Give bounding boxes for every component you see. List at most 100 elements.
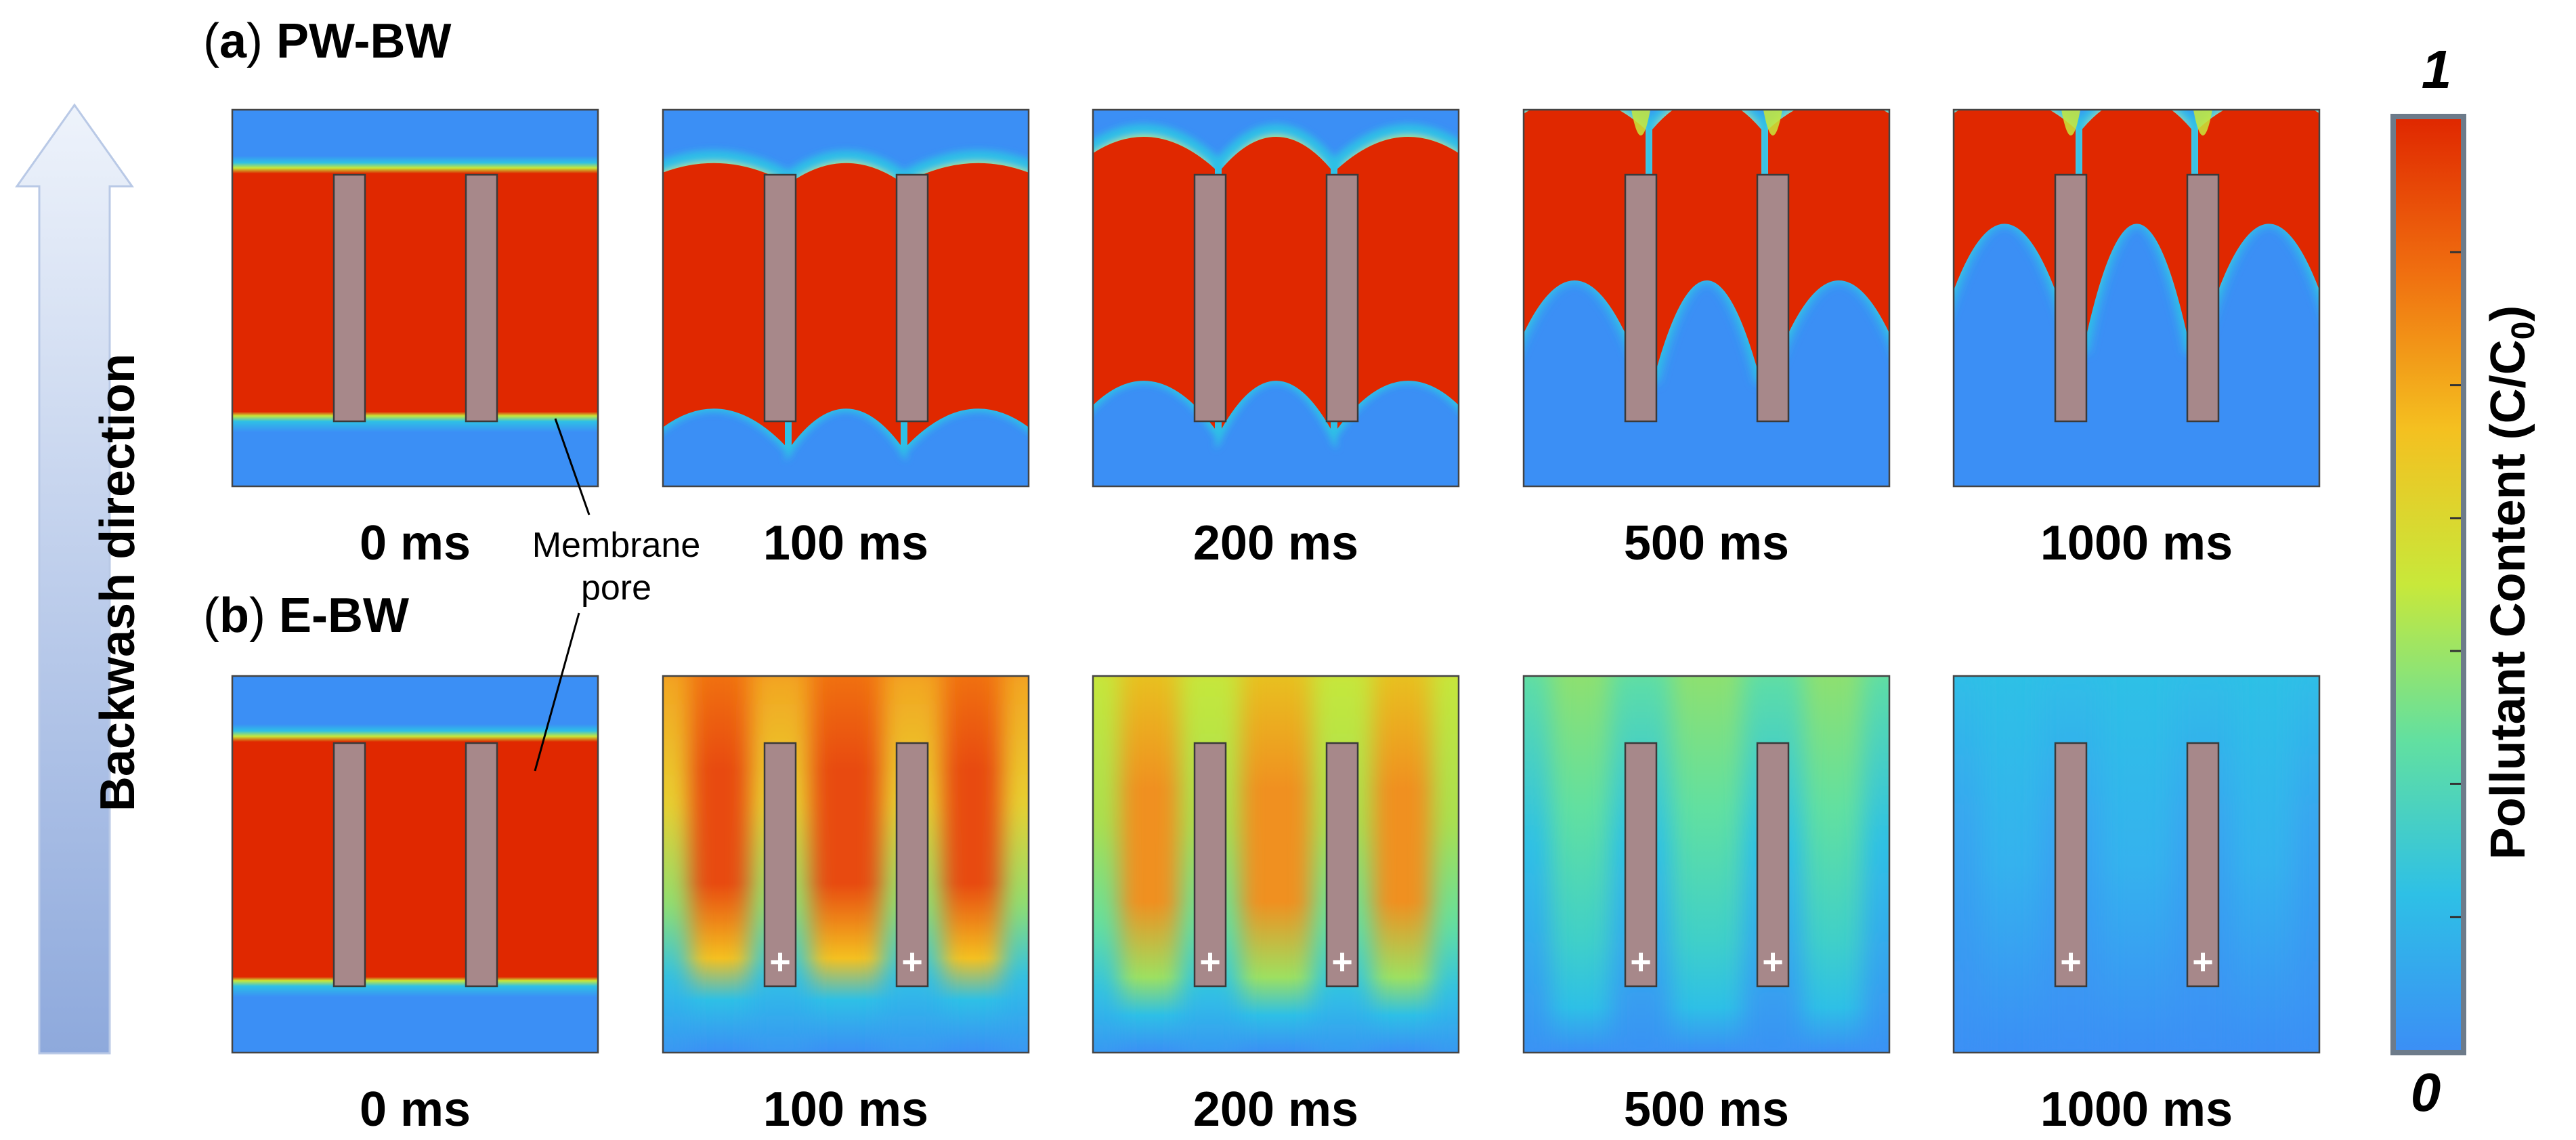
diffuse-column bbox=[1093, 676, 1120, 1053]
time-label: 0 ms bbox=[360, 516, 471, 570]
membrane-pore bbox=[2054, 173, 2088, 423]
membrane-pore bbox=[1756, 742, 1790, 988]
pollutant-lobe bbox=[907, 163, 1029, 446]
panel: 0 ms bbox=[231, 675, 599, 1137]
membrane-pore bbox=[763, 742, 797, 988]
time-label: 200 ms bbox=[1193, 1082, 1358, 1137]
pollutant-lobe bbox=[1093, 137, 1215, 429]
panel-frame bbox=[1092, 108, 1460, 488]
diffuse-field bbox=[1524, 676, 1889, 1053]
pollutant-lobe bbox=[2198, 110, 2319, 354]
panel-frame bbox=[231, 675, 599, 1054]
membrane-pore bbox=[1624, 742, 1658, 988]
electrode-plus-sign: + bbox=[1331, 942, 1353, 982]
membrane-pore bbox=[1624, 173, 1658, 423]
panel-frame bbox=[231, 108, 599, 488]
colorbar-title: Pollutant Content (C/C0) bbox=[2481, 305, 2541, 860]
leader-line-lower bbox=[534, 612, 580, 772]
electrode-plus-sign: + bbox=[1762, 942, 1784, 982]
panel: + +500 ms bbox=[1522, 675, 1891, 1137]
annotation-line2: pore bbox=[581, 568, 651, 608]
pore-wake bbox=[2061, 110, 2080, 135]
membrane-pore bbox=[895, 173, 929, 423]
colorbar: 1 0 Pollutant Content (C/C0) bbox=[2390, 39, 2541, 1122]
electrode-plus-sign: + bbox=[1199, 942, 1221, 982]
panel: 0 ms bbox=[231, 108, 599, 570]
concentration-field bbox=[1524, 676, 1889, 1053]
pore-wake bbox=[2193, 110, 2212, 135]
colorbar-max-label: 1 bbox=[2422, 39, 2452, 100]
membrane-pore bbox=[332, 742, 366, 988]
row-label-a-close: ) bbox=[246, 14, 263, 68]
membrane-pore bbox=[332, 173, 366, 423]
panel-frame bbox=[1092, 675, 1460, 1054]
row-label-b-open: ( bbox=[203, 589, 219, 643]
membrane-pore bbox=[1193, 742, 1227, 988]
membrane-pore bbox=[465, 173, 498, 423]
panel-frame bbox=[1522, 108, 1891, 488]
diffuse-column bbox=[1002, 676, 1029, 1053]
colorbar-min-label: 0 bbox=[2411, 1062, 2441, 1122]
electrode-plus-sign: + bbox=[2060, 942, 2082, 982]
membrane-pore bbox=[2186, 173, 2220, 423]
time-label: 100 ms bbox=[763, 516, 928, 570]
time-label: 100 ms bbox=[763, 1082, 928, 1137]
diffuse-column bbox=[1954, 676, 1981, 1053]
pollutant-lobe bbox=[1222, 136, 1331, 429]
panel: 1000 ms bbox=[1952, 108, 2321, 570]
membrane-pore bbox=[2054, 742, 2088, 988]
arrow-label: Backwash direction bbox=[91, 354, 145, 811]
diffuse-column bbox=[1432, 676, 1459, 1053]
pore-wake bbox=[1631, 110, 1650, 135]
membrane-pore bbox=[1325, 173, 1359, 423]
row-label-a: (a) PW-BW bbox=[203, 14, 452, 68]
row-label-b-close: ) bbox=[249, 589, 265, 643]
svg-text:(a)PW-BW: (a) PW-BW bbox=[203, 14, 452, 68]
panel-grid: 0 ms 100 ms 200 ms 500 ms 1000 ms 0 ms + +100 m… bbox=[231, 108, 2321, 1137]
row-label-b-letter: b bbox=[219, 589, 249, 643]
concentration-field bbox=[663, 676, 1029, 1053]
pollutant-lobe bbox=[2082, 110, 2191, 354]
membrane-pore bbox=[2186, 742, 2220, 988]
arrow-shape bbox=[15, 103, 134, 1055]
leader-line-upper bbox=[554, 418, 591, 515]
annotation-line1: Membrane bbox=[532, 526, 701, 565]
time-label: 200 ms bbox=[1193, 516, 1358, 570]
row-label-b-name: E-BW bbox=[279, 589, 409, 643]
diffuse-field bbox=[1093, 676, 1459, 1053]
concentration-field bbox=[1524, 110, 1889, 486]
concentration-field bbox=[232, 676, 598, 1053]
concentration-field bbox=[663, 110, 1029, 486]
panel-frame bbox=[1522, 675, 1891, 1054]
svg-text:(b)E-BW: (b) E-BW bbox=[203, 589, 409, 643]
membrane-pore bbox=[1193, 173, 1227, 423]
row-label-a-name: PW-BW bbox=[276, 14, 452, 68]
pollutant-band bbox=[232, 724, 598, 997]
membrane-pore bbox=[1756, 173, 1790, 423]
pollutant-lobe bbox=[792, 163, 901, 446]
diffuse-field bbox=[663, 676, 1029, 1053]
panel-frame bbox=[662, 108, 1030, 488]
pollutant-band bbox=[232, 156, 598, 432]
colorbar-ticks bbox=[2450, 251, 2461, 919]
time-label: 1000 ms bbox=[2040, 1082, 2233, 1137]
electrode-plus-sign: + bbox=[2192, 942, 2214, 982]
panel: + +100 ms bbox=[662, 675, 1030, 1137]
diffuse-column bbox=[663, 676, 690, 1053]
membrane-pore bbox=[895, 742, 929, 988]
panel: 500 ms bbox=[1522, 108, 1891, 570]
concentration-field bbox=[1093, 676, 1459, 1053]
panel-frame bbox=[1952, 675, 2321, 1054]
time-label: 0 ms bbox=[360, 1082, 471, 1137]
electrode-plus-sign: + bbox=[901, 942, 923, 982]
colorbar-title-end: ) bbox=[2481, 305, 2535, 322]
panel: 200 ms bbox=[1092, 108, 1460, 570]
panel-frame bbox=[662, 675, 1030, 1054]
pollutant-lobe bbox=[663, 163, 785, 446]
diffuse-field bbox=[1954, 676, 2319, 1053]
diffuse-column bbox=[1862, 676, 1889, 1053]
concentration-field bbox=[1954, 676, 2319, 1053]
membrane-pore-annotation: Membrane pore bbox=[532, 418, 701, 772]
row-label-b: (b) E-BW bbox=[203, 589, 409, 643]
